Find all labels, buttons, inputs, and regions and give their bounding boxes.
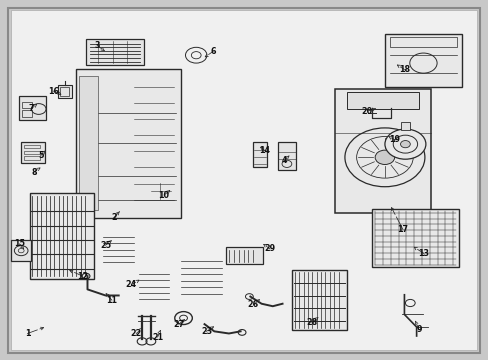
Text: 12: 12 [77, 271, 88, 280]
Text: 7: 7 [28, 104, 34, 113]
Text: 24: 24 [125, 280, 137, 289]
Bar [24, 150, 40, 154]
Text: 1: 1 [25, 329, 30, 338]
Polygon shape [14, 163, 44, 182]
Bar [86, 39, 143, 64]
Polygon shape [180, 39, 214, 72]
Text: 9: 9 [415, 325, 421, 334]
Text: 22: 22 [130, 329, 142, 338]
Text: 27: 27 [173, 320, 184, 329]
Polygon shape [136, 264, 172, 305]
Bar [21, 102, 32, 108]
Text: 19: 19 [388, 135, 399, 144]
Text: 13: 13 [418, 249, 428, 258]
Text: 4: 4 [281, 156, 286, 165]
Text: 3: 3 [94, 41, 100, 50]
Bar [19, 96, 46, 120]
Text: 25: 25 [100, 241, 111, 250]
Polygon shape [101, 230, 137, 268]
Bar [21, 142, 44, 163]
Text: 14: 14 [259, 146, 270, 155]
Bar [346, 92, 418, 109]
Bar [11, 240, 31, 261]
Text: 28: 28 [305, 318, 317, 327]
Text: 16: 16 [48, 86, 59, 95]
Bar [277, 142, 296, 170]
Text: 23: 23 [201, 327, 212, 336]
Polygon shape [146, 179, 176, 202]
Text: 11: 11 [106, 296, 117, 305]
Text: 29: 29 [264, 244, 275, 253]
Text: 15: 15 [14, 239, 25, 248]
Text: 2: 2 [111, 213, 117, 222]
Text: 6: 6 [210, 47, 215, 56]
Text: 21: 21 [152, 333, 163, 342]
Bar [389, 37, 456, 47]
Bar [400, 122, 409, 130]
Text: 8: 8 [31, 168, 37, 177]
Text: 10: 10 [158, 190, 169, 199]
Circle shape [384, 129, 425, 159]
Circle shape [374, 150, 394, 165]
Bar [253, 141, 266, 167]
Bar [292, 270, 346, 330]
Bar [24, 156, 40, 160]
Bar [21, 111, 32, 117]
Bar [24, 145, 40, 148]
Text: 17: 17 [397, 225, 407, 234]
Bar [371, 209, 458, 267]
Bar [30, 193, 94, 279]
Bar [384, 35, 461, 87]
Bar [58, 85, 72, 98]
Bar [334, 89, 430, 213]
Text: 20: 20 [361, 107, 372, 116]
Polygon shape [178, 254, 224, 299]
Text: 26: 26 [247, 300, 258, 309]
Text: 18: 18 [398, 65, 409, 74]
Bar [76, 69, 181, 218]
Bar [60, 87, 69, 96]
Bar [225, 247, 262, 264]
Bar [79, 76, 98, 211]
Circle shape [400, 140, 409, 148]
Text: 5: 5 [38, 151, 43, 160]
